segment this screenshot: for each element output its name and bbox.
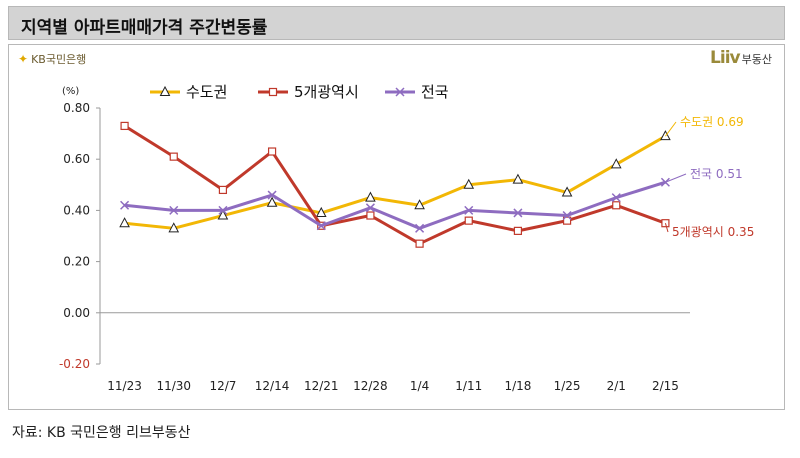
data-point-marker <box>561 186 573 197</box>
data-point-marker <box>159 85 171 96</box>
data-point-marker <box>267 147 277 156</box>
series-line <box>123 124 666 246</box>
y-tick-label: 0.80 <box>63 101 90 115</box>
chart-frame <box>8 44 785 410</box>
data-point-marker <box>464 216 473 225</box>
y-tick-label: 0.40 <box>63 203 90 217</box>
x-tick-label: 1/4 <box>410 379 429 393</box>
data-point-marker <box>365 191 376 202</box>
x-tick-label: 1/25 <box>554 379 581 393</box>
data-point-marker <box>562 216 572 225</box>
kb-logo-text: KB국민은행 <box>31 53 87 66</box>
data-point-marker <box>415 239 424 248</box>
liiv-logo: Liiv 부동산 <box>710 48 772 68</box>
data-point-marker <box>120 121 129 131</box>
data-point-marker <box>414 199 425 210</box>
data-point-marker <box>267 190 277 200</box>
data-point-marker <box>315 206 327 217</box>
data-point-marker <box>316 221 326 231</box>
source-note: 자료: KB 국민은행 리브부동산 <box>12 425 191 441</box>
data-point-marker <box>266 196 278 207</box>
y-tick-label: 0.20 <box>63 255 90 269</box>
x-tick-label: 1/11 <box>455 379 482 393</box>
x-tick-label: 11/23 <box>107 379 142 393</box>
x-tick-label: 12/7 <box>209 379 236 393</box>
data-point-marker <box>120 200 130 210</box>
y-tick-label: 0.00 <box>63 306 90 320</box>
data-point-marker <box>463 178 475 189</box>
kb-logo: ✦ KB국민은행 <box>18 51 86 67</box>
y-tick-label: 0.60 <box>63 152 90 166</box>
series-end-label: 5개광역시 0.35 <box>672 225 754 239</box>
x-tick-label: 12/21 <box>304 379 339 393</box>
data-point-marker <box>268 87 278 97</box>
data-point-marker <box>119 217 130 228</box>
data-point-marker <box>513 208 523 218</box>
x-tick-label: 12/28 <box>353 379 388 393</box>
data-point-marker <box>612 201 621 210</box>
series-line <box>124 134 667 230</box>
end-label-leader <box>665 121 677 137</box>
data-point-marker <box>611 193 621 203</box>
x-tick-label: 1/18 <box>504 379 531 393</box>
liiv-logo-text: 부동산 <box>741 53 772 66</box>
liiv-logo-mark: Liiv <box>710 48 741 68</box>
y-tick-label: -0.20 <box>59 357 90 371</box>
data-point-marker <box>218 205 228 215</box>
end-label-leader <box>665 173 687 183</box>
series-end-label: 수도권 0.69 <box>680 115 744 129</box>
kb-star-icon: ✦ <box>18 52 29 66</box>
end-label-leader <box>664 223 669 233</box>
page-title: 지역별 아파트매매가격 주간변동률 <box>21 18 268 38</box>
x-tick-label: 2/15 <box>652 379 679 393</box>
data-point-marker <box>217 209 229 220</box>
data-point-marker <box>365 203 375 213</box>
data-point-marker <box>512 173 524 184</box>
data-point-marker <box>395 87 405 97</box>
data-point-marker <box>169 205 179 215</box>
data-point-marker <box>366 211 375 220</box>
y-axis-unit: (%) <box>62 86 79 97</box>
x-tick-label: 12/14 <box>255 379 290 393</box>
legend-label: 수도권 <box>186 83 227 101</box>
data-point-marker <box>562 210 572 221</box>
series-line <box>124 180 666 230</box>
series-end-label: 전국 0.51 <box>690 167 743 181</box>
data-point-marker <box>513 226 523 235</box>
data-point-marker <box>464 205 474 215</box>
legend-label: 전국 <box>421 83 449 101</box>
data-point-marker <box>169 152 178 161</box>
data-point-marker <box>218 185 228 195</box>
data-point-marker <box>168 222 180 233</box>
data-point-marker <box>415 223 425 233</box>
data-point-marker <box>610 158 622 169</box>
title-bar: 지역별 아파트매매가격 주간변동률 <box>8 6 785 40</box>
x-tick-label: 11/30 <box>156 379 191 393</box>
x-tick-label: 2/1 <box>607 379 626 393</box>
legend-label: 5개광역시 <box>294 83 359 101</box>
